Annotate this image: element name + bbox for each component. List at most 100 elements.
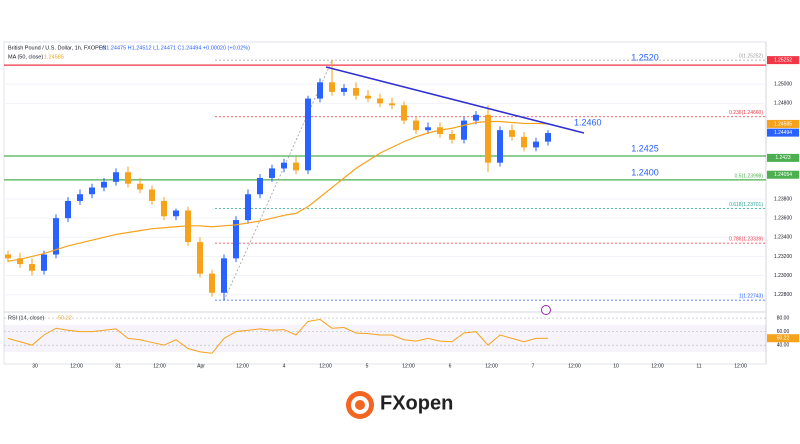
event-icon[interactable] — [541, 305, 551, 315]
logo-emblem-core — [355, 400, 365, 410]
y-tick-label: 1.24800 — [774, 101, 792, 107]
y-tick-label: 1.25000 — [774, 82, 792, 88]
ma-label: MA (50, close) — [8, 54, 43, 60]
y-tick-label: 1.23600 — [774, 215, 792, 221]
rsi-value: 50.22 — [58, 315, 72, 321]
candle-body — [53, 218, 59, 255]
y-tick-label: 1.22800 — [774, 292, 792, 298]
candle-body — [521, 136, 527, 148]
x-tick-label: 12:00 — [734, 363, 747, 369]
price-tag-label: 1.25252 — [774, 57, 792, 63]
y-tick-label: 1.23800 — [774, 196, 792, 202]
candle-body — [281, 162, 287, 169]
fib-label: 0.236(1.24660) — [729, 110, 763, 116]
candle-body — [449, 133, 455, 140]
candle-body — [269, 168, 275, 178]
candle-body — [41, 254, 47, 271]
x-tick-label: 6 — [449, 363, 452, 369]
x-tick-label: 12:00 — [651, 363, 664, 369]
x-tick-label: 10 — [613, 363, 619, 369]
candle-body — [233, 220, 239, 259]
x-tick-label: 31 — [115, 363, 121, 369]
y-tick-label: 1.23000 — [774, 273, 792, 279]
candle-body — [329, 82, 335, 92]
y-tick-label: 1.23400 — [774, 235, 792, 241]
x-tick-label: 4 — [283, 363, 286, 369]
candle-body — [485, 114, 491, 163]
rsi-tick-label: 40.00 — [777, 342, 790, 348]
ma-value: 1.24585 — [44, 54, 64, 60]
candle-body — [113, 172, 119, 182]
candle-body — [533, 141, 539, 148]
candle-body — [65, 200, 71, 219]
candle-body — [125, 172, 131, 184]
x-tick-label: 12:00 — [485, 363, 498, 369]
y-tick-label: 1.23200 — [774, 254, 792, 260]
x-tick-label: 12:00 — [70, 363, 83, 369]
trendline — [325, 66, 585, 134]
price-tag — [767, 170, 799, 179]
level-label: 1.2520 — [631, 52, 659, 62]
candle-body — [497, 130, 503, 163]
price-tag-label: 1.24585 — [774, 121, 792, 127]
price-tag — [767, 128, 799, 137]
rsi-tag — [767, 334, 799, 343]
candle-body — [317, 82, 323, 99]
fib-label: 0.5(1.23998) — [735, 173, 764, 179]
candle-body — [101, 181, 107, 188]
brand: FXopen — [380, 392, 453, 414]
plot-frame — [3, 41, 767, 365]
trendline-label: 1.2460 — [574, 117, 602, 127]
fib-label: 0.618(1.23701) — [729, 202, 763, 208]
rsi-line — [7, 318, 549, 354]
x-tick-label: 12:00 — [153, 363, 166, 369]
candle-body — [137, 183, 143, 190]
candle-body — [473, 114, 479, 121]
candle-body — [5, 254, 11, 259]
rsi-tick-label: 80.00 — [777, 315, 790, 321]
candle-body — [89, 187, 95, 195]
level-label: 1.2400 — [631, 167, 659, 177]
ma-line — [7, 120, 549, 262]
candle-body — [545, 133, 551, 142]
candle-body — [389, 103, 395, 106]
fib-label: 1(1.22743) — [739, 293, 764, 299]
candle-body — [293, 162, 299, 171]
x-tick-label: 12:00 — [402, 363, 415, 369]
candle-body — [221, 258, 227, 293]
price-tag — [767, 119, 799, 128]
price-tag — [767, 56, 799, 65]
price-tag-label: 1.24054 — [774, 172, 792, 178]
candle-body — [425, 127, 431, 131]
candle-body — [149, 189, 155, 201]
ohlc-text: O1.24475 H1.24512 L1.24471 C1.24494 +0.0… — [102, 45, 250, 51]
price-tag — [767, 153, 799, 162]
fib-label: 0.786(1.23339) — [729, 236, 763, 242]
candle-body — [197, 242, 203, 274]
price-tag-label: 1.24494 — [774, 130, 792, 136]
candle-body — [401, 105, 407, 121]
candle-body — [305, 98, 311, 171]
candle-body — [209, 273, 215, 293]
candle-body — [413, 120, 419, 131]
x-tick-label: Apr — [197, 363, 205, 369]
candle-body — [257, 177, 263, 195]
level-label: 1.2425 — [631, 143, 659, 153]
rsi-label: RSI (14, close) — [8, 315, 45, 321]
candle-body — [17, 258, 23, 265]
x-tick-label: 30 — [32, 363, 38, 369]
x-tick-label: 12:00 — [568, 363, 581, 369]
candle-body — [341, 88, 347, 92]
candle-body — [173, 210, 179, 217]
candle-body — [509, 130, 515, 137]
candle-body — [161, 200, 167, 217]
logo: FXopen — [346, 391, 453, 419]
fib-label: 0(1.25252) — [739, 53, 764, 59]
x-tick-label: 7 — [532, 363, 535, 369]
candle-body — [377, 98, 383, 104]
rsi-band — [4, 324, 766, 352]
candle-body — [29, 264, 35, 271]
candle-body — [353, 88, 359, 96]
price-tag-label: 1.2423 — [775, 155, 791, 161]
